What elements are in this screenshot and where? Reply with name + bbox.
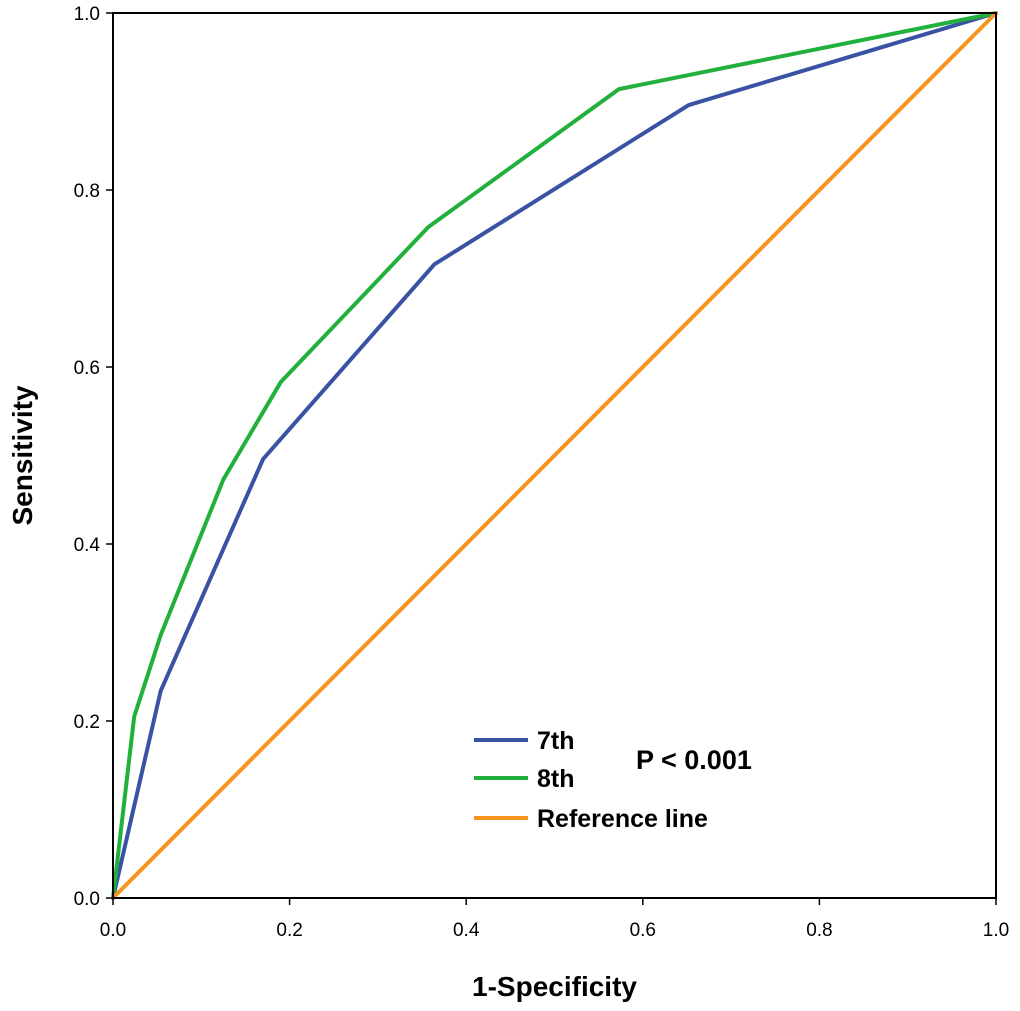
- y-axis-title: Sensitivity: [7, 385, 38, 525]
- x-tick-label: 0.2: [276, 920, 302, 941]
- p-value-annotation: P < 0.001: [636, 745, 752, 775]
- legend-label-reference-line: Reference line: [537, 805, 708, 833]
- plot-frame: [112, 12, 997, 899]
- series-layer: [111, 11, 998, 900]
- y-tick-label: 0.8: [74, 181, 100, 202]
- x-tick-label: 0.6: [630, 920, 656, 941]
- series-line-7th: [111, 11, 998, 900]
- x-tick-label: 0.4: [453, 920, 480, 941]
- legend: 7th 8th Reference line: [474, 727, 708, 833]
- y-tick-label: 0.2: [74, 712, 100, 733]
- series-line-reference-line: [111, 11, 998, 900]
- legend-label-8th: 8th: [537, 765, 575, 793]
- y-tick-label: 1.0: [74, 4, 100, 25]
- y-tick-label: 0.6: [74, 358, 100, 379]
- y-tick-label: 0.4: [74, 535, 101, 556]
- ticks-layer: 0.0 0.2 0.4 0.6 0.8 1.0 0.0 0.2 0.4 0.6 0.8 1.0: [74, 4, 1010, 941]
- x-axis-title: 1-Specificity: [472, 971, 637, 1002]
- y-tick-label: 0.0: [74, 889, 100, 910]
- legend-label-7th: 7th: [537, 727, 575, 755]
- x-tick-label: 0.0: [100, 920, 126, 941]
- x-tick-label: 1.0: [983, 920, 1009, 941]
- x-tick-label: 0.8: [806, 920, 832, 941]
- series-line-8th: [111, 11, 998, 900]
